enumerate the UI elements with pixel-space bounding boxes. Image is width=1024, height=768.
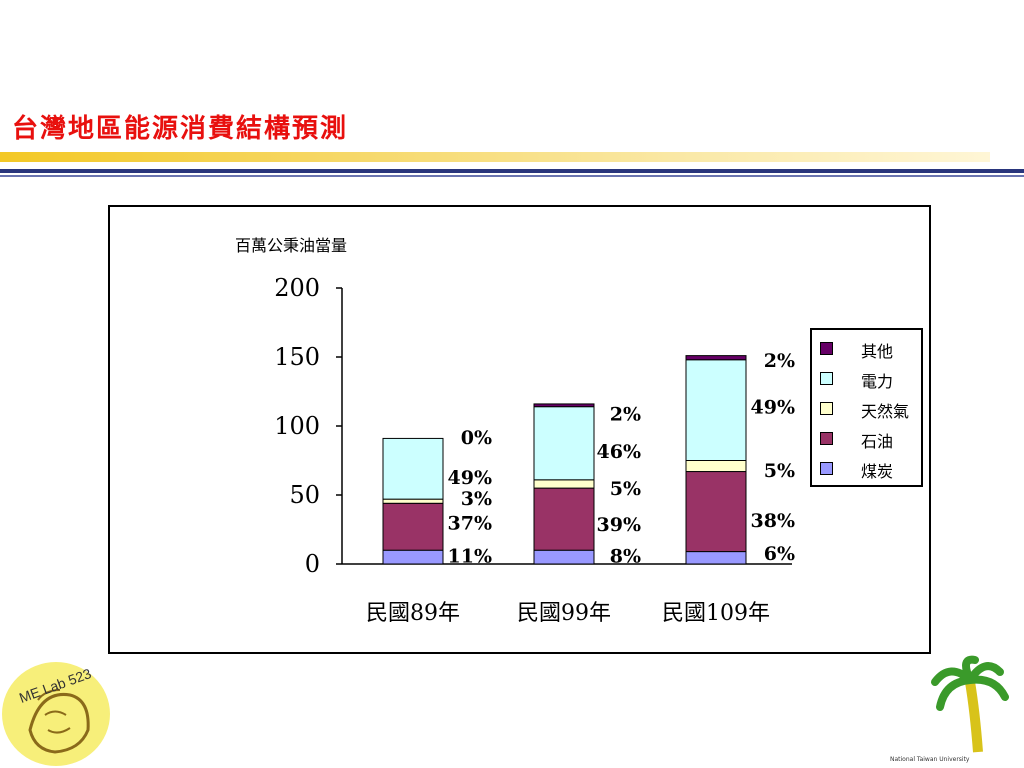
bar-percent-label: 0% bbox=[461, 427, 492, 449]
bar-segment bbox=[382, 437, 444, 500]
bar-percent-label: 5% bbox=[764, 460, 795, 482]
bar-percent-label: 37% bbox=[448, 513, 493, 535]
bar-percent-label: 11% bbox=[448, 546, 493, 568]
bar-percent-label: 6% bbox=[764, 543, 795, 565]
slide-title: 台灣地區能源消費結構預測 bbox=[12, 114, 349, 144]
bar-segment bbox=[533, 549, 595, 565]
ntu-caption: National Taiwan University bbox=[890, 756, 970, 763]
bar-segment bbox=[533, 487, 595, 551]
bar-segment bbox=[685, 355, 747, 361]
title-underline-blue-thin bbox=[0, 175, 1024, 177]
bar-segment bbox=[533, 403, 595, 408]
y-tick-label: 50 bbox=[289, 481, 320, 509]
x-category-label: 民國89年 bbox=[366, 601, 460, 626]
y-axis-unit-label: 百萬公秉油當量 bbox=[235, 236, 348, 255]
bar-segment bbox=[382, 549, 444, 565]
chart-frame bbox=[108, 205, 931, 654]
legend-label: 煤炭 bbox=[861, 462, 894, 481]
bar-segment bbox=[685, 359, 747, 462]
bar-segment bbox=[382, 502, 444, 551]
x-category-label: 民國109年 bbox=[662, 601, 770, 626]
bar-percent-label: 38% bbox=[751, 510, 796, 532]
bar-segment bbox=[382, 498, 444, 504]
bar-percent-label: 39% bbox=[597, 514, 642, 536]
title-underline-yellow bbox=[0, 152, 990, 162]
bar-percent-label: 2% bbox=[610, 404, 641, 426]
legend-swatch bbox=[820, 462, 833, 475]
legend-label: 天然氣 bbox=[861, 402, 910, 421]
bar-percent-label: 5% bbox=[610, 478, 641, 500]
bar-percent-label: 49% bbox=[448, 467, 493, 489]
bar-segment bbox=[685, 460, 747, 473]
y-tick-label: 100 bbox=[274, 412, 320, 440]
bar-percent-label: 2% bbox=[764, 350, 795, 372]
bar-percent-label: 8% bbox=[610, 546, 641, 568]
bar-percent-label: 49% bbox=[751, 397, 796, 419]
ntu-palm-logo bbox=[931, 655, 1009, 753]
y-tick-label: 0 bbox=[305, 550, 320, 578]
bar-segment bbox=[533, 479, 595, 489]
bar-segment bbox=[685, 551, 747, 565]
legend-swatch bbox=[820, 372, 833, 385]
bar-segment bbox=[533, 406, 595, 481]
legend-swatch bbox=[820, 402, 833, 415]
legend-label: 電力 bbox=[861, 372, 894, 391]
legend-swatch bbox=[820, 342, 833, 355]
chart-legend: 其他電力天然氣石油煤炭 bbox=[810, 328, 923, 487]
bar-percent-label: 3% bbox=[461, 488, 492, 510]
x-category-label: 民國99年 bbox=[517, 601, 611, 626]
me-lab-logo: ME Lab 523 bbox=[2, 662, 110, 766]
y-tick-label: 200 bbox=[274, 274, 320, 302]
legend-label: 其他 bbox=[861, 342, 894, 361]
bar-segment bbox=[685, 471, 747, 553]
bar-percent-label: 46% bbox=[597, 441, 642, 463]
legend-swatch bbox=[820, 432, 833, 445]
y-tick-label: 150 bbox=[274, 343, 320, 371]
legend-label: 石油 bbox=[861, 432, 894, 451]
title-underline-blue bbox=[0, 169, 1024, 173]
